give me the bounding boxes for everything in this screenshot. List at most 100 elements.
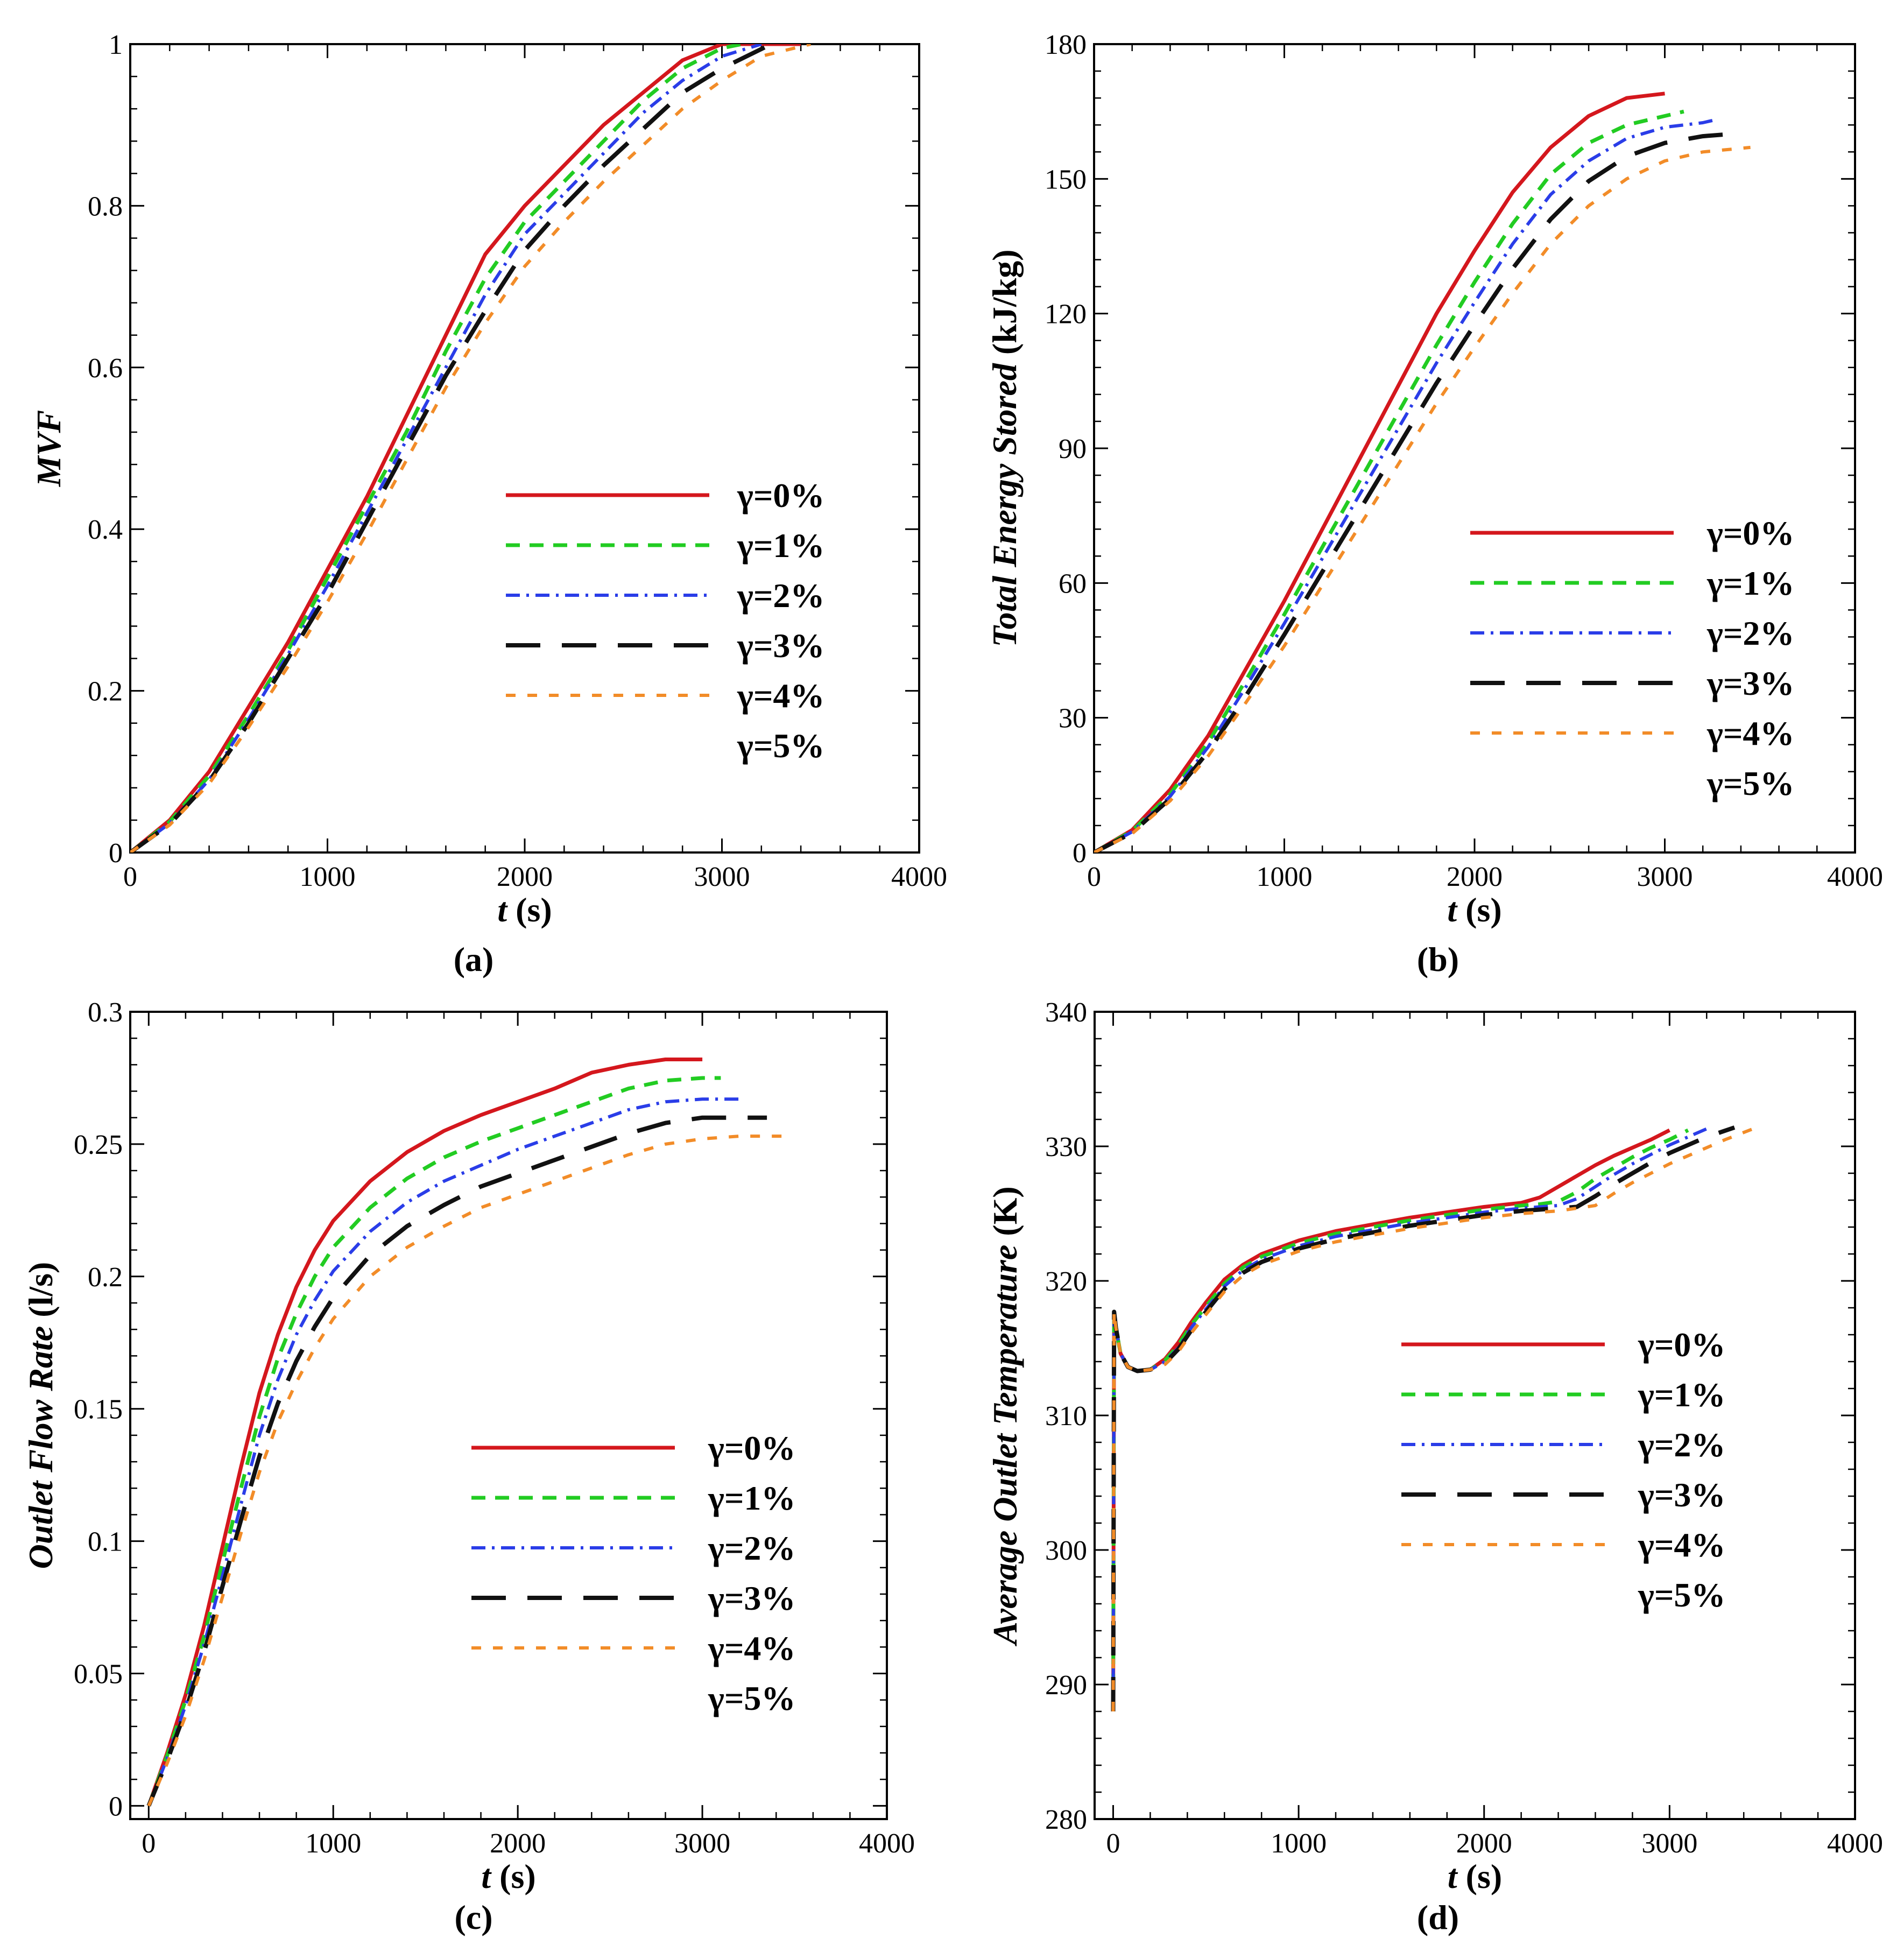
legend-label: γ=5% [737,727,824,765]
legend: γ=0% γ=1% γ=2% γ=3% γ=4% γ=5% [1401,1326,1725,1614]
x-axis-variable: t [497,891,508,929]
x-tick-label: 2000 [490,1828,546,1859]
x-axis-variable: t [1448,1857,1458,1895]
series-line-0 [1094,91,1665,852]
x-tick-label: 1000 [300,862,356,892]
y-tick-label: 280 [1045,1805,1087,1835]
legend: γ=0% γ=1% γ=2% γ=3% γ=4% γ=5% [471,1429,795,1717]
legend-label: γ=3% [1706,664,1794,702]
series-line-4 [147,1134,786,1807]
x-tick-label: 2000 [1456,1828,1512,1859]
y-tick-label: 340 [1045,997,1087,1028]
x-axis-title: t (s) [497,891,552,929]
x-axis-variable: t [481,1857,492,1895]
x-tick-label: 0 [123,862,137,892]
legend-label: γ=2% [737,576,824,615]
y-tick-label: 0.2 [88,1262,123,1293]
series-group [1111,1125,1754,1712]
y-tick-label: 0 [109,838,123,869]
legend-label: γ=0% [1638,1326,1725,1364]
y-tick-label: 30 [1059,703,1087,734]
legend-label: γ=2% [1706,614,1794,652]
y-tick-label: 120 [1045,299,1087,330]
x-tick-label: 2000 [1447,862,1503,892]
legend-label: γ=2% [708,1529,795,1567]
y-tick-label: 180 [1045,30,1087,60]
x-axis-unit: (s) [1465,891,1502,929]
chart-panel-b: 0 1000 2000 3000 4000 0 30 60 90 120 150 180 t (s) Tot… [985,30,1883,978]
y-axis-unit: (l/s) [22,1262,60,1317]
series-line-1 [1094,109,1684,852]
y-tick-label: 0.2 [88,676,123,707]
y-tick-label: 0.15 [74,1394,123,1425]
series-line-2 [1094,118,1713,852]
series-line-1 [130,44,742,852]
legend-label: γ=1% [708,1479,795,1517]
y-tick-label: 290 [1045,1670,1087,1701]
legend: γ=0% γ=1% γ=2% γ=3% γ=4% γ=5% [506,476,824,765]
x-tick-label: 4000 [891,862,947,892]
series-group [130,44,812,852]
y-tick-label: 150 [1045,164,1087,195]
legend-label: γ=1% [737,526,824,565]
chart-panel-c: 0 1000 2000 3000 4000 0 0.05 0.1 0.15 0.2 0.25 0.3 t… [22,997,915,1936]
x-axis-unit: (s) [516,891,552,929]
x-tick-label: 1000 [305,1828,361,1859]
legend-label: γ=3% [708,1579,795,1617]
series-line-3 [130,44,772,852]
legend-label: γ=1% [1638,1376,1725,1414]
x-axis-unit: (s) [1466,1857,1503,1895]
x-tick-label: 4000 [859,1828,915,1859]
chart-panel-a: 0 1000 2000 3000 4000 0 0.2 0.4 0.6 0.8 1 t (s) MVF γ=… [30,30,947,978]
series-line-3 [146,1115,767,1807]
y-axis-variable: Total Energy Stored [985,363,1024,647]
y-tick-label: 90 [1059,434,1087,464]
legend-label: γ=1% [1706,564,1794,602]
series-line-1 [147,1076,721,1807]
y-axis-variable: Outlet Flow Rate [22,1326,60,1569]
legend-label: γ=4% [1638,1526,1725,1564]
chart-panel-d: 0 1000 2000 3000 4000280290300310320330340t(… [986,997,1883,1936]
series-line-1 [1111,1128,1689,1712]
x-tick-label: 3000 [1637,862,1693,892]
x-tick-label: 3000 [674,1828,730,1859]
y-tick-label: 320 [1045,1266,1087,1297]
series-group [146,1058,786,1807]
plot-frame [1094,1011,1856,1820]
y-tick-label: 330 [1045,1132,1087,1162]
legend-label: γ=3% [737,626,824,665]
x-axis-title: t (s) [1448,1857,1502,1895]
legend-label: γ=2% [1638,1426,1725,1464]
series-line-0 [1111,1128,1670,1712]
y-tick-label: 0.8 [88,191,123,222]
legend-label: γ=5% [708,1679,795,1717]
y-tick-label: 0 [1073,838,1087,869]
y-tick-label: 0.6 [88,353,123,384]
x-tick-label: 3000 [694,862,750,892]
y-tick-label: 0.4 [88,515,123,545]
x-tick-label: 0 [1087,862,1101,892]
series-line-2 [130,44,762,852]
legend-label: γ=0% [708,1429,795,1467]
legend-label: γ=4% [737,676,824,715]
y-axis-variable: MVF [30,410,68,487]
x-axis-unit: (s) [499,1857,536,1895]
y-tick-label: 310 [1045,1401,1087,1432]
x-tick-label: 3000 [1641,1828,1697,1859]
panel-label: (b) [1417,940,1459,978]
legend-label: γ=0% [737,476,824,515]
y-tick-label: 0.1 [88,1527,123,1558]
y-axis-unit: (K) [986,1186,1024,1236]
y-tick-label: 300 [1045,1535,1087,1566]
y-tick-label: 1 [109,30,123,60]
y-axis-title: Outlet Flow Rate (l/s) [22,1262,60,1569]
y-axis-title: MVF [30,410,68,487]
y-tick-label: 60 [1059,568,1087,599]
series-line-0 [146,1058,703,1807]
x-tick-label: 1000 [1257,862,1313,892]
plot-frame [129,1011,888,1820]
y-axis-title: Average Outlet Temperature (K) [986,1186,1024,1646]
y-tick-label: 0.25 [74,1130,123,1160]
legend-label: γ=4% [1706,714,1794,752]
